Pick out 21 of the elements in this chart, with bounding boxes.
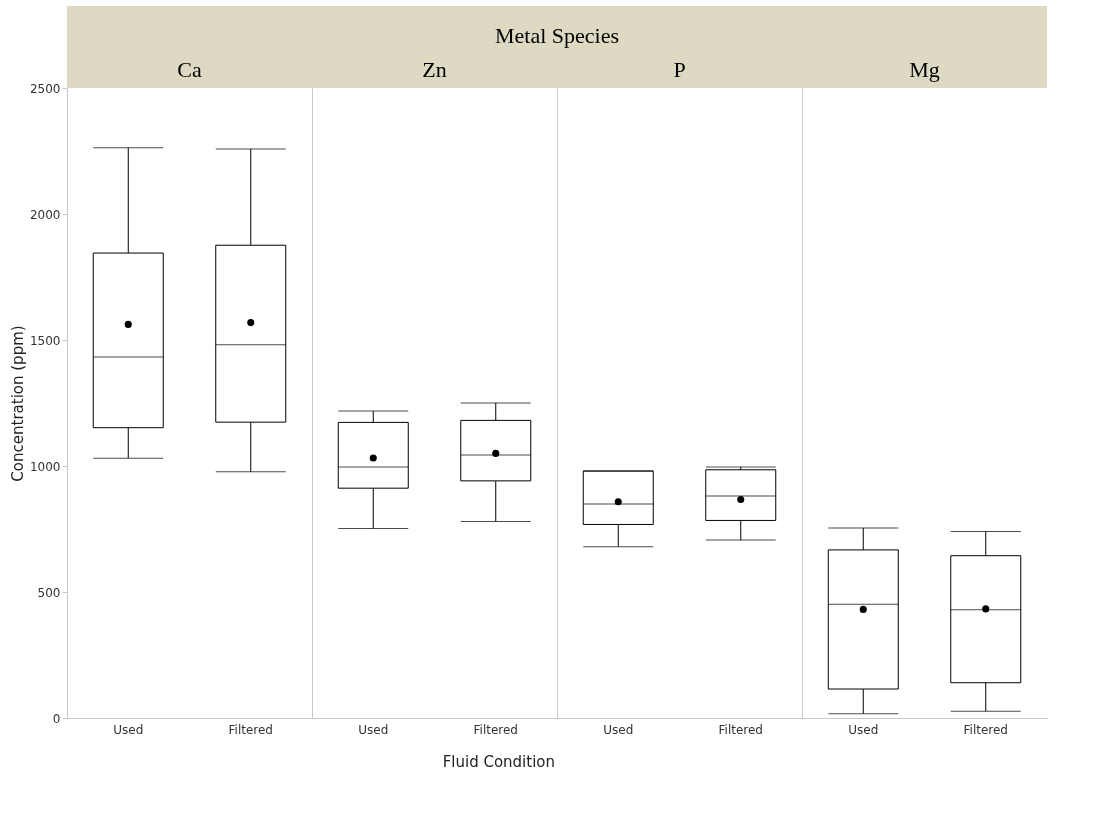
x-tick-label: Filtered xyxy=(228,722,273,737)
y-tick-label: 0 xyxy=(52,711,61,726)
text: Metal Species xyxy=(494,23,620,48)
x-tick-label: Used xyxy=(358,722,389,737)
x-axis-title: Fluid Condition xyxy=(442,753,555,771)
chart-title: Zn xyxy=(422,57,447,82)
chart-title: Mg xyxy=(909,57,940,82)
chart-title: P xyxy=(673,57,686,82)
x-tick-label: Used xyxy=(603,722,634,737)
y-axis-title: Concentration (ppm) xyxy=(8,325,27,482)
y-tick-label: 1000 xyxy=(29,459,61,474)
x-tick-label: Used xyxy=(113,722,144,737)
y-tick-label: 2000 xyxy=(29,207,61,222)
y-tick-label: 2500 xyxy=(29,81,61,96)
x-tick-label: Filtered xyxy=(963,722,1008,737)
x-tick-label: Used xyxy=(848,722,879,737)
y-tick-label: 1500 xyxy=(29,333,61,348)
y-tick-label: 500 xyxy=(37,585,61,600)
x-tick-label: Filtered xyxy=(473,722,518,737)
chart-title: Ca xyxy=(177,57,202,82)
x-tick-label: Filtered xyxy=(718,722,763,737)
